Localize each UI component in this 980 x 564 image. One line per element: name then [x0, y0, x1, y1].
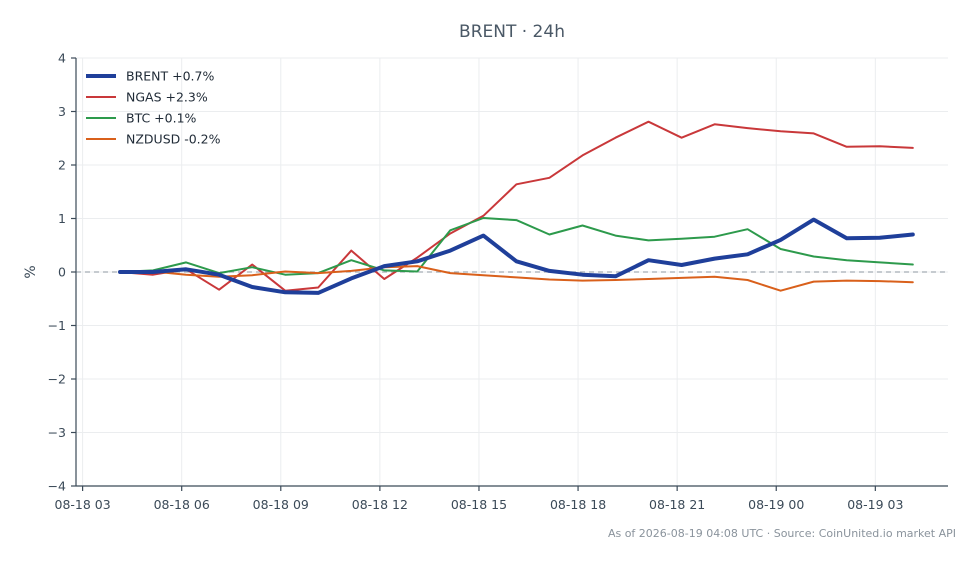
x-tick-label: 08-18 12 [352, 497, 408, 512]
x-tick-label: 08-18 03 [55, 497, 111, 512]
x-tick-label: 08-18 09 [253, 497, 309, 512]
legend: BRENT +0.7% NGAS +2.3% BTC +0.1% NZDUSD -0.… [86, 69, 221, 147]
source-footer: As of 2026-08-19 04:08 UTC · Source: Coi… [608, 527, 956, 540]
y-tick-label: 4 [58, 51, 66, 66]
y-tick-label: 1 [58, 211, 66, 226]
y-tick-label: −3 [48, 425, 66, 440]
x-tick-label: 08-18 21 [649, 497, 705, 512]
y-axis-label: % [23, 265, 39, 278]
x-tick-label: 08-18 06 [154, 497, 210, 512]
y-tick-label: 3 [58, 104, 66, 119]
legend-label-ngas: NGAS +2.3% [126, 90, 208, 105]
x-tick-label: 08-19 00 [748, 497, 804, 512]
series-line-ngas [119, 120, 914, 292]
y-axis-ticks: −4 −3 −2 −1 0 1 2 3 4 [48, 51, 76, 494]
legend-label-btc: BTC +0.1% [126, 111, 197, 126]
y-tick-label: 2 [58, 158, 66, 173]
legend-label-brent: BRENT +0.7% [126, 69, 214, 84]
series-line-btc [119, 217, 914, 276]
y-tick-label: −1 [48, 318, 66, 333]
x-tick-label: 08-19 03 [847, 497, 903, 512]
x-tick-label: 08-18 15 [451, 497, 507, 512]
legend-label-nzdusd: NZDUSD -0.2% [126, 132, 221, 147]
x-tick-label: 08-18 18 [550, 497, 606, 512]
chart-title: BRENT · 24h [459, 22, 565, 42]
series-line-brent [118, 217, 915, 295]
series-lines [118, 120, 915, 295]
y-tick-label: 0 [58, 265, 66, 280]
y-tick-label: −4 [48, 479, 66, 494]
series-line-nzdusd [119, 265, 914, 292]
y-tick-label: −2 [48, 372, 66, 387]
x-axis-ticks: 08-18 03 08-18 06 08-18 09 08-18 12 08-18 15… [55, 486, 903, 512]
